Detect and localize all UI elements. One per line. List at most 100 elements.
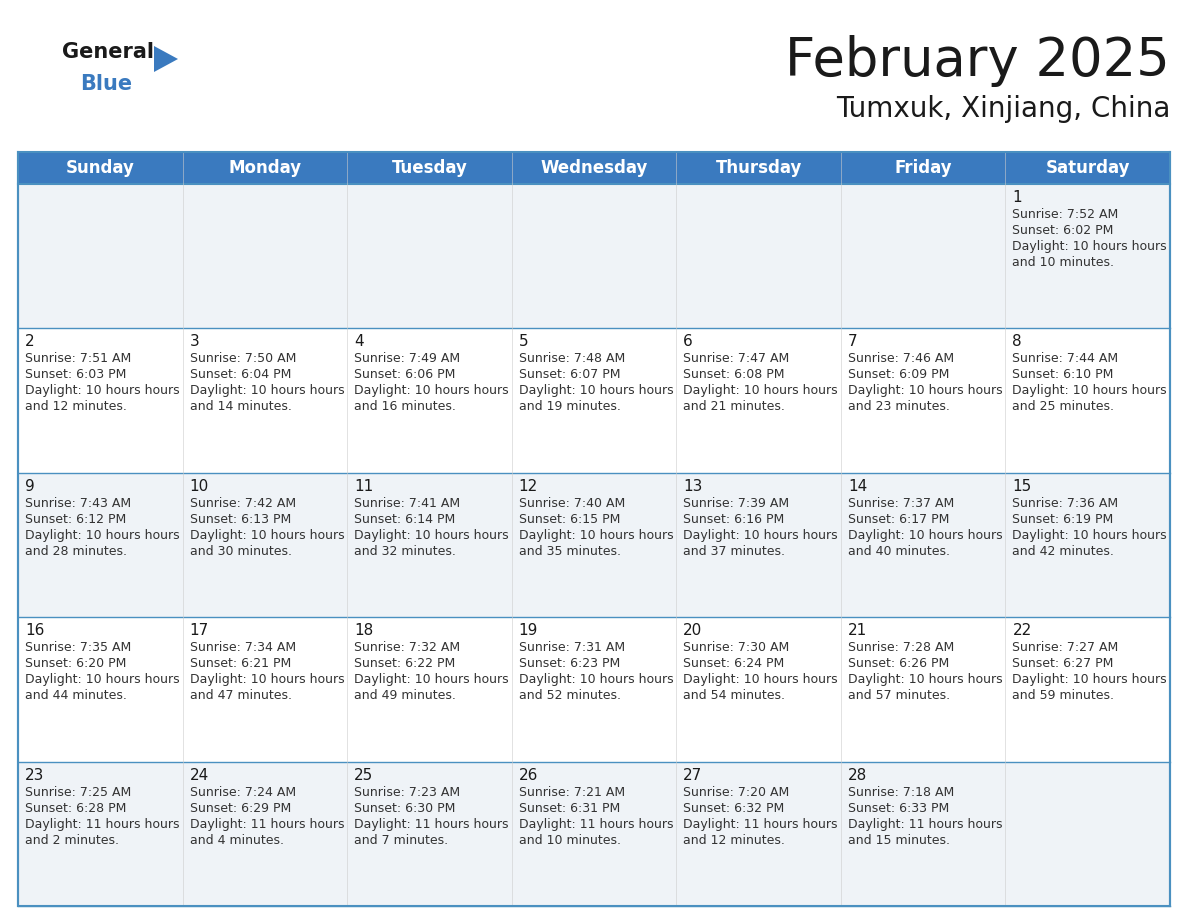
Text: Sunset: 6:31 PM: Sunset: 6:31 PM: [519, 801, 620, 814]
Text: 27: 27: [683, 767, 702, 783]
Text: Daylight: 10 hours hours: Daylight: 10 hours hours: [25, 673, 179, 686]
Text: 18: 18: [354, 623, 373, 638]
Bar: [183, 617, 347, 762]
Text: Sunrise: 7:52 AM: Sunrise: 7:52 AM: [1012, 208, 1119, 221]
Text: and 15 minutes.: and 15 minutes.: [848, 834, 950, 846]
Text: Sunset: 6:10 PM: Sunset: 6:10 PM: [1012, 368, 1114, 381]
Bar: [512, 473, 676, 617]
Text: Daylight: 10 hours hours: Daylight: 10 hours hours: [354, 385, 508, 397]
Bar: [841, 762, 1005, 906]
Text: Sunrise: 7:49 AM: Sunrise: 7:49 AM: [354, 353, 460, 365]
Text: Sunrise: 7:51 AM: Sunrise: 7:51 AM: [25, 353, 131, 365]
Text: 3: 3: [190, 334, 200, 350]
Text: 15: 15: [1012, 479, 1031, 494]
Bar: [676, 762, 841, 906]
Bar: [676, 617, 841, 762]
Bar: [512, 329, 676, 473]
Text: Daylight: 10 hours hours: Daylight: 10 hours hours: [683, 673, 838, 686]
Text: Sunrise: 7:43 AM: Sunrise: 7:43 AM: [25, 497, 131, 509]
Text: Sunrise: 7:50 AM: Sunrise: 7:50 AM: [190, 353, 296, 365]
Text: and 47 minutes.: and 47 minutes.: [190, 689, 291, 702]
Text: Blue: Blue: [80, 74, 132, 94]
Text: Daylight: 10 hours hours: Daylight: 10 hours hours: [519, 673, 674, 686]
Text: and 57 minutes.: and 57 minutes.: [848, 689, 950, 702]
Text: 26: 26: [519, 767, 538, 783]
Text: Sunset: 6:02 PM: Sunset: 6:02 PM: [1012, 224, 1114, 237]
Text: Daylight: 10 hours hours: Daylight: 10 hours hours: [519, 385, 674, 397]
Bar: [18, 184, 183, 329]
Text: 17: 17: [190, 623, 209, 638]
Text: Sunset: 6:09 PM: Sunset: 6:09 PM: [848, 368, 949, 381]
Text: Sunrise: 7:36 AM: Sunrise: 7:36 AM: [1012, 497, 1119, 509]
Text: 23: 23: [25, 767, 44, 783]
Text: Daylight: 11 hours hours: Daylight: 11 hours hours: [354, 818, 508, 831]
Bar: [347, 473, 512, 617]
Text: and 25 minutes.: and 25 minutes.: [1012, 400, 1114, 413]
Text: Sunset: 6:32 PM: Sunset: 6:32 PM: [683, 801, 784, 814]
Text: Tuesday: Tuesday: [392, 159, 467, 177]
Bar: [347, 184, 512, 329]
Text: Daylight: 10 hours hours: Daylight: 10 hours hours: [190, 529, 345, 542]
Text: 22: 22: [1012, 623, 1031, 638]
Bar: [841, 617, 1005, 762]
Text: Sunday: Sunday: [65, 159, 134, 177]
Text: Daylight: 10 hours hours: Daylight: 10 hours hours: [354, 673, 508, 686]
Bar: [512, 184, 676, 329]
Text: Daylight: 11 hours hours: Daylight: 11 hours hours: [683, 818, 838, 831]
Bar: [183, 762, 347, 906]
Bar: [676, 184, 841, 329]
Bar: [1005, 762, 1170, 906]
Bar: [183, 473, 347, 617]
Bar: [1005, 617, 1170, 762]
Text: Daylight: 10 hours hours: Daylight: 10 hours hours: [1012, 529, 1167, 542]
Text: Daylight: 10 hours hours: Daylight: 10 hours hours: [354, 529, 508, 542]
Text: Tumxuk, Xinjiang, China: Tumxuk, Xinjiang, China: [835, 95, 1170, 123]
Bar: [18, 617, 183, 762]
Text: Sunrise: 7:28 AM: Sunrise: 7:28 AM: [848, 641, 954, 655]
Bar: [676, 329, 841, 473]
Bar: [347, 617, 512, 762]
Text: Sunrise: 7:46 AM: Sunrise: 7:46 AM: [848, 353, 954, 365]
Text: Sunrise: 7:37 AM: Sunrise: 7:37 AM: [848, 497, 954, 509]
Text: 11: 11: [354, 479, 373, 494]
Text: and 37 minutes.: and 37 minutes.: [683, 544, 785, 558]
Text: and 10 minutes.: and 10 minutes.: [1012, 256, 1114, 269]
Text: Thursday: Thursday: [715, 159, 802, 177]
Text: Sunset: 6:17 PM: Sunset: 6:17 PM: [848, 513, 949, 526]
Text: and 21 minutes.: and 21 minutes.: [683, 400, 785, 413]
Bar: [841, 184, 1005, 329]
Bar: [18, 152, 1170, 184]
Bar: [1005, 184, 1170, 329]
Bar: [841, 329, 1005, 473]
Text: Sunrise: 7:27 AM: Sunrise: 7:27 AM: [1012, 641, 1119, 655]
Text: Sunset: 6:04 PM: Sunset: 6:04 PM: [190, 368, 291, 381]
Text: and 16 minutes.: and 16 minutes.: [354, 400, 456, 413]
Text: Friday: Friday: [895, 159, 952, 177]
Text: Sunset: 6:06 PM: Sunset: 6:06 PM: [354, 368, 455, 381]
Text: and 49 minutes.: and 49 minutes.: [354, 689, 456, 702]
Text: Daylight: 10 hours hours: Daylight: 10 hours hours: [1012, 240, 1167, 253]
Text: 2: 2: [25, 334, 34, 350]
Text: 5: 5: [519, 334, 529, 350]
Text: Sunset: 6:13 PM: Sunset: 6:13 PM: [190, 513, 291, 526]
Bar: [347, 762, 512, 906]
Text: Daylight: 10 hours hours: Daylight: 10 hours hours: [848, 385, 1003, 397]
Text: 1: 1: [1012, 190, 1022, 205]
Text: Daylight: 11 hours hours: Daylight: 11 hours hours: [25, 818, 179, 831]
Bar: [676, 473, 841, 617]
Text: Sunset: 6:26 PM: Sunset: 6:26 PM: [848, 657, 949, 670]
Text: and 32 minutes.: and 32 minutes.: [354, 544, 456, 558]
Text: 6: 6: [683, 334, 693, 350]
Text: 12: 12: [519, 479, 538, 494]
Bar: [512, 617, 676, 762]
Bar: [347, 329, 512, 473]
Text: Sunrise: 7:47 AM: Sunrise: 7:47 AM: [683, 353, 790, 365]
Text: Daylight: 10 hours hours: Daylight: 10 hours hours: [25, 529, 179, 542]
Text: Sunset: 6:16 PM: Sunset: 6:16 PM: [683, 513, 784, 526]
Text: and 59 minutes.: and 59 minutes.: [1012, 689, 1114, 702]
Text: Sunrise: 7:18 AM: Sunrise: 7:18 AM: [848, 786, 954, 799]
Text: 8: 8: [1012, 334, 1022, 350]
Text: Monday: Monday: [228, 159, 302, 177]
Text: and 23 minutes.: and 23 minutes.: [848, 400, 949, 413]
Text: and 30 minutes.: and 30 minutes.: [190, 544, 291, 558]
